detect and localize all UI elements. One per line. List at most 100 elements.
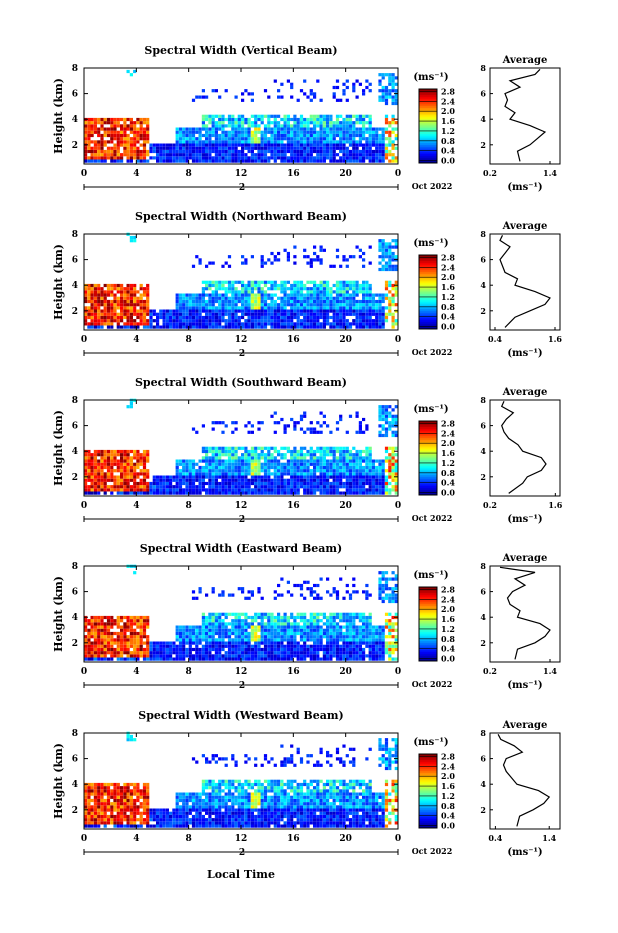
- heatmap-cell: [248, 453, 251, 456]
- heatmap-cell: [136, 140, 139, 143]
- heatmap-cell: [113, 160, 116, 163]
- heatmap-cell: [251, 153, 254, 156]
- heatmap-cell: [212, 147, 215, 150]
- heatmap-cell: [274, 147, 277, 150]
- heatmap-cell: [261, 622, 264, 625]
- heatmap-cell: [349, 115, 352, 118]
- heatmap-cell: [120, 306, 123, 309]
- heatmap-cell: [195, 313, 198, 316]
- heatmap-cell: [254, 121, 257, 124]
- heatmap-cell: [251, 629, 254, 632]
- heatmap-cell: [107, 476, 110, 479]
- heatmap-cell: [313, 300, 316, 303]
- heatmap-cell: [248, 319, 251, 322]
- heatmap-cell: [199, 310, 202, 313]
- heatmap-cell: [179, 137, 182, 140]
- heatmap-cell: [179, 316, 182, 319]
- heatmap-cell: [297, 463, 300, 466]
- heatmap-cell: [293, 300, 296, 303]
- heatmap-cell: [117, 326, 120, 329]
- heatmap-cell: [176, 303, 179, 306]
- heatmap-cell: [372, 326, 375, 329]
- heatmap-cell: [395, 492, 398, 495]
- heatmap-cell: [202, 466, 205, 469]
- heatmap-cell: [228, 466, 231, 469]
- heatmap-cell: [241, 456, 244, 459]
- heatmap-cell: [277, 134, 280, 137]
- heatmap-cell: [244, 642, 247, 645]
- heatmap-cell: [153, 319, 156, 322]
- heatmap-cell: [235, 651, 238, 654]
- heatmap-cell: [110, 322, 113, 325]
- heatmap-cell: [293, 466, 296, 469]
- heatmap-cell: [342, 492, 345, 495]
- heatmap-cell: [359, 290, 362, 293]
- heatmap-cell: [176, 128, 179, 131]
- heatmap-cell: [303, 447, 306, 450]
- heatmap-cell: [339, 137, 342, 140]
- heatmap-cell: [378, 255, 381, 258]
- heatmap-cell: [215, 89, 218, 92]
- heatmap-cell: [182, 160, 185, 163]
- heatmap-cell: [290, 469, 293, 472]
- heatmap-cell: [228, 160, 231, 163]
- heatmap-cell: [215, 421, 218, 424]
- heatmap-cell: [225, 629, 228, 632]
- heatmap-cell: [221, 294, 224, 297]
- heatmap-cell: [221, 144, 224, 147]
- heatmap-cell: [248, 310, 251, 313]
- heatmap-cell: [270, 492, 273, 495]
- heatmap-cell: [313, 150, 316, 153]
- heatmap-cell: [257, 590, 260, 593]
- heatmap-cell: [385, 131, 388, 134]
- heatmap-cell: [228, 648, 231, 651]
- heatmap-cell: [91, 306, 94, 309]
- heatmap-cell: [254, 160, 257, 163]
- heatmap-cell: [215, 147, 218, 150]
- heatmap-cell: [257, 316, 260, 319]
- heatmap-cell: [274, 118, 277, 121]
- heatmap-cell: [97, 469, 100, 472]
- heatmap-cell: [205, 463, 208, 466]
- heatmap-cell: [336, 124, 339, 127]
- heatmap-cell: [378, 492, 381, 495]
- heatmap-cell: [140, 638, 143, 641]
- heatmap-cell: [231, 128, 234, 131]
- heatmap-cell: [107, 460, 110, 463]
- heatmap-cell: [244, 482, 247, 485]
- heatmap-cell: [133, 294, 136, 297]
- heatmap-cell: [287, 300, 290, 303]
- heatmap-cell: [97, 153, 100, 156]
- heatmap-cell: [146, 319, 149, 322]
- heatmap-cell: [257, 476, 260, 479]
- heatmap-cell: [107, 642, 110, 645]
- heatmap-cell: [395, 134, 398, 137]
- heatmap-cell: [123, 310, 126, 313]
- heatmap-cell: [241, 460, 244, 463]
- heatmap-cell: [352, 469, 355, 472]
- heatmap-cell: [182, 144, 185, 147]
- y-tick-label: 2: [72, 473, 78, 483]
- heatmap-cell: [189, 319, 192, 322]
- heatmap-cell: [130, 629, 133, 632]
- y-tick-label: 6: [72, 422, 78, 432]
- heatmap-cell: [359, 488, 362, 491]
- heatmap-cell: [287, 472, 290, 475]
- heatmap-cell: [270, 287, 273, 290]
- heatmap-cell: [303, 284, 306, 287]
- colorbar-unit: (ms⁻¹): [413, 72, 448, 83]
- heatmap-cell: [323, 463, 326, 466]
- heatmap-cell: [342, 313, 345, 316]
- heatmap-cell: [352, 322, 355, 325]
- heatmap-cell: [130, 118, 133, 121]
- heatmap-cell: [277, 421, 280, 424]
- heatmap-cell: [133, 466, 136, 469]
- heatmap-cell: [208, 456, 211, 459]
- heatmap-cell: [359, 485, 362, 488]
- heatmap-cell: [300, 153, 303, 156]
- heatmap-cell: [277, 128, 280, 131]
- heatmap-cell: [336, 456, 339, 459]
- heatmap-cell: [136, 642, 139, 645]
- heatmap-cell: [306, 488, 309, 491]
- heatmap-cell: [346, 453, 349, 456]
